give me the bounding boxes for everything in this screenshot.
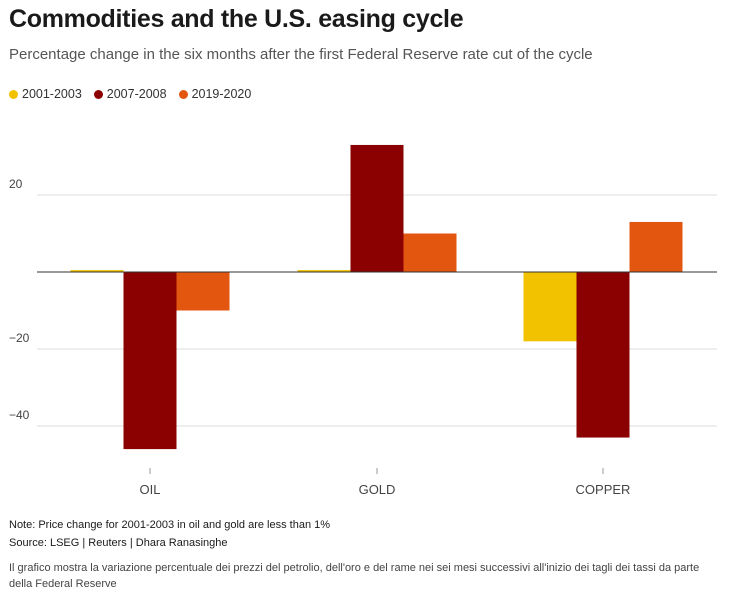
x-tick-label-copper: COPPER bbox=[576, 482, 631, 497]
legend-swatch-2019-2020 bbox=[178, 89, 188, 99]
legend-item-2019-2020: 2019-2020 bbox=[178, 87, 252, 101]
y-tick-label: −20 bbox=[9, 331, 30, 345]
x-tick-label-gold: GOLD bbox=[359, 482, 396, 497]
y-tick-label: −40 bbox=[9, 408, 30, 422]
bar-oil-2007-2008 bbox=[123, 272, 177, 450]
footer-note: Note: Price change for 2001-2003 in oil … bbox=[9, 519, 331, 531]
bar-copper-2007-2008 bbox=[576, 272, 630, 438]
y-tick-label: 20 bbox=[9, 177, 23, 191]
chart-subtitle: Percentage change in the six months afte… bbox=[9, 46, 593, 63]
bar-copper-2001-2003 bbox=[523, 272, 577, 342]
chart-title: Commodities and the U.S. easing cycle bbox=[9, 5, 464, 33]
bar-oil-2019-2020 bbox=[176, 272, 230, 311]
legend: 2001-2003 2007-2008 2019-2020 bbox=[9, 87, 251, 101]
bar-gold-2007-2008 bbox=[350, 144, 404, 272]
bar-chart: 20 −20 −40 OIL GOLD COPPER bbox=[9, 144, 717, 497]
x-tick-label-oil: OIL bbox=[140, 482, 161, 497]
bar-copper-2019-2020 bbox=[629, 221, 683, 272]
footer-description: Il grafico mostra la variazione percentu… bbox=[9, 562, 700, 590]
footer-source: Source: LSEG | Reuters | Dhara Ranasingh… bbox=[9, 537, 228, 549]
legend-label-2019-2020: 2019-2020 bbox=[191, 87, 252, 101]
bar-gold-2019-2020 bbox=[403, 233, 457, 272]
legend-item-2007-2008: 2007-2008 bbox=[93, 87, 167, 101]
legend-label-2001-2003: 2001-2003 bbox=[22, 87, 82, 101]
legend-item-2001-2003: 2001-2003 bbox=[9, 87, 82, 101]
legend-label-2007-2008: 2007-2008 bbox=[106, 87, 167, 101]
legend-swatch-2007-2008 bbox=[93, 89, 103, 99]
bar-gold-2001-2003 bbox=[297, 270, 351, 272]
bar-oil-2001-2003 bbox=[70, 270, 124, 272]
legend-swatch-2001-2003 bbox=[9, 89, 18, 99]
